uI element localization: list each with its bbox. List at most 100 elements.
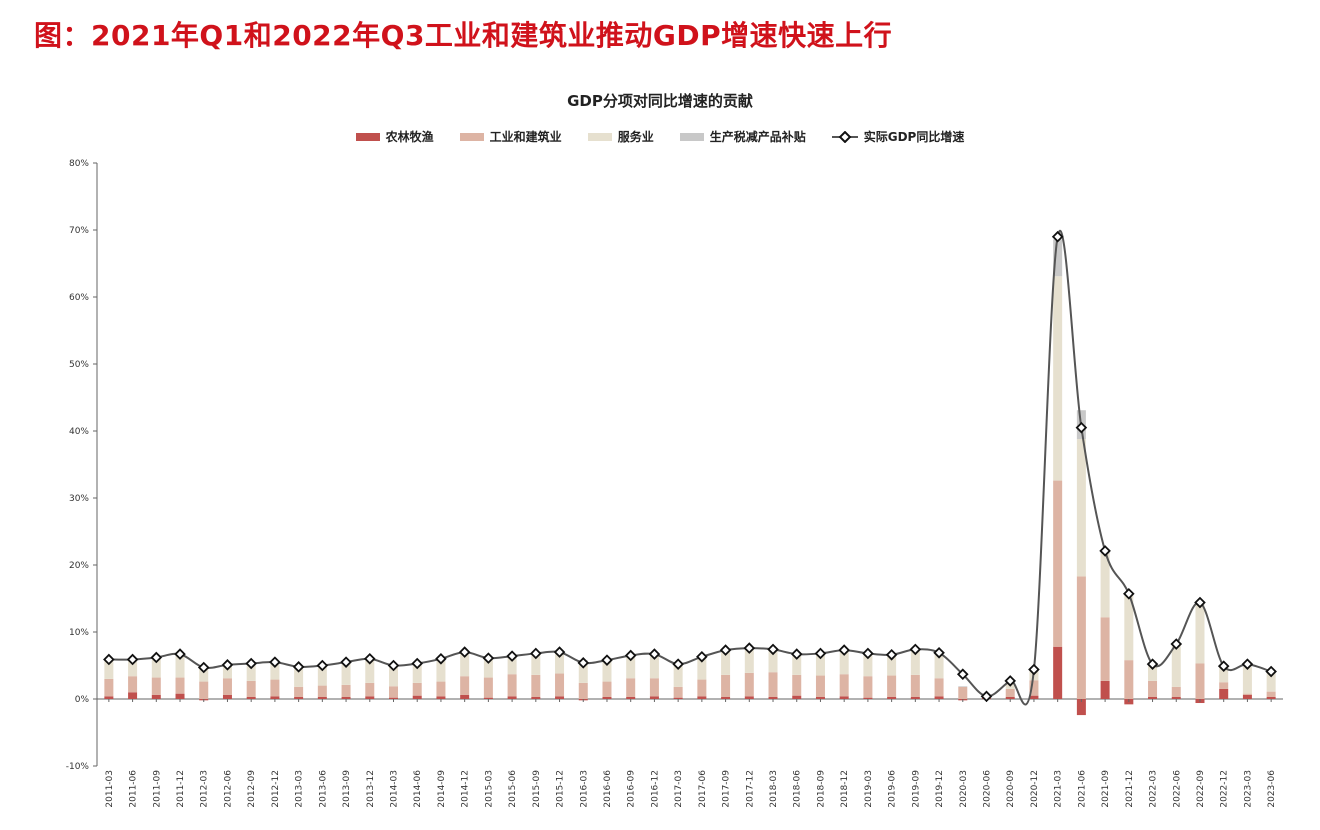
x-tick-label: 2023-03: [1243, 770, 1253, 808]
bar-agriculture: [389, 697, 398, 699]
x-tick-label: 2020-03: [959, 770, 969, 808]
bar-services: [910, 649, 920, 675]
bar-services: [246, 664, 256, 681]
bar-agriculture: [721, 696, 731, 699]
bar-industry: [792, 674, 802, 696]
gdp-point: [1075, 421, 1088, 434]
bar-services: [270, 662, 280, 680]
bar-agriculture: [1053, 646, 1063, 699]
bar-agriculture: [744, 696, 754, 699]
chart-title: GDP分项对同比增速的贡献: [567, 92, 753, 110]
bar-industry: [697, 679, 707, 697]
gdp-point: [482, 652, 495, 664]
y-tick-label: -10%: [66, 762, 90, 772]
x-tick-label: 2014-03: [390, 770, 400, 808]
x-tick-label: 2022-09: [1196, 770, 1206, 808]
legend-item-industry: 工业和建筑业: [459, 128, 562, 145]
bar-agriculture: [1029, 695, 1039, 699]
legend-label-services: 服务业: [617, 130, 654, 144]
bar-agriculture: [1219, 688, 1229, 699]
x-tick-label: 2014-06: [413, 770, 423, 808]
bar-agriculture: [1148, 696, 1158, 699]
gdp-point: [506, 650, 518, 662]
legend-item-agriculture: 农林牧渔: [355, 128, 434, 145]
gdp-point: [1170, 638, 1183, 650]
bar-industry: [175, 677, 185, 694]
bar-services: [175, 654, 185, 678]
gdp-point: [174, 648, 186, 660]
gdp-point: [885, 648, 898, 661]
bar-services: [697, 657, 707, 680]
x-tick-label: 2013-09: [342, 770, 352, 808]
x-tick-label: 2017-03: [674, 770, 684, 808]
bar-agriculture: [175, 693, 185, 699]
bar-services: [151, 658, 161, 678]
bar-industry: [578, 682, 588, 699]
x-tick-label: 2017-12: [745, 770, 755, 808]
bar-services: [294, 667, 304, 687]
bar-agriculture: [270, 696, 280, 699]
bar-services: [1148, 665, 1158, 681]
bar-services: [555, 652, 565, 674]
bar-agriculture: [483, 697, 493, 699]
bar-industry: [958, 686, 968, 699]
gdp-point: [909, 643, 922, 656]
bar-industry: [910, 674, 920, 697]
bar-industry: [744, 672, 754, 697]
bar-services: [721, 650, 731, 675]
x-tick-label: 2019-12: [935, 770, 945, 808]
bar-industry: [389, 686, 398, 698]
gdp-point: [150, 651, 163, 664]
bar-agriculture: [910, 696, 920, 699]
bar-industry: [1171, 686, 1181, 697]
bar-agriculture: [602, 696, 612, 699]
legend-swatch-gdp: [831, 130, 858, 143]
gdp-point: [743, 642, 756, 654]
y-tick-label: 10%: [69, 628, 89, 638]
bar-agriculture: [887, 696, 897, 699]
gdp-point: [530, 647, 542, 660]
y-tick-label: 80%: [69, 159, 89, 169]
gdp-point: [838, 644, 850, 656]
x-tick-label: 2015-12: [556, 770, 566, 808]
gdp-point: [197, 661, 210, 674]
gdp-point: [1123, 588, 1135, 600]
bar-industry: [1242, 693, 1252, 695]
bar-agriculture: [839, 696, 849, 699]
bar-services: [1242, 666, 1252, 694]
bar-agriculture: [531, 696, 541, 699]
bar-agriculture: [863, 697, 873, 699]
bar-services: [673, 665, 683, 687]
bar-services: [744, 648, 754, 673]
x-tick-label: 2022-12: [1220, 770, 1230, 808]
x-tick-label: 2013-12: [366, 770, 376, 808]
bar-agriculture: [815, 696, 825, 699]
bar-industry: [460, 676, 470, 695]
bar-services: [863, 654, 873, 677]
x-tick-label: 2012-09: [247, 770, 257, 808]
gdp-point: [814, 647, 827, 660]
legend-item-taxes: 生产税减产品补贴: [679, 128, 806, 145]
bar-services: [934, 652, 944, 679]
bar-agriculture: [151, 694, 161, 699]
bar-services: [1076, 439, 1086, 577]
x-tick-label: 2021-09: [1101, 770, 1111, 808]
bar-industry: [270, 679, 280, 697]
bar-industry: [246, 680, 256, 697]
bar-industry: [863, 676, 873, 698]
bar-industry: [151, 677, 161, 695]
bar-industry: [887, 675, 897, 697]
bar-services: [507, 656, 517, 675]
bar-industry: [222, 678, 232, 695]
x-tick-label: 2015-09: [532, 770, 542, 808]
x-tick-label: 2012-06: [223, 770, 233, 808]
bar-agriculture: [1266, 696, 1276, 699]
bar-industry: [649, 678, 659, 697]
bar-services: [389, 666, 398, 687]
bar-industry: [721, 674, 731, 697]
x-tick-label: 2011-06: [129, 770, 139, 808]
gdp-point: [340, 656, 352, 668]
bar-agriculture: [412, 695, 422, 699]
gdp-point: [1099, 545, 1111, 557]
bar-industry: [104, 678, 114, 697]
